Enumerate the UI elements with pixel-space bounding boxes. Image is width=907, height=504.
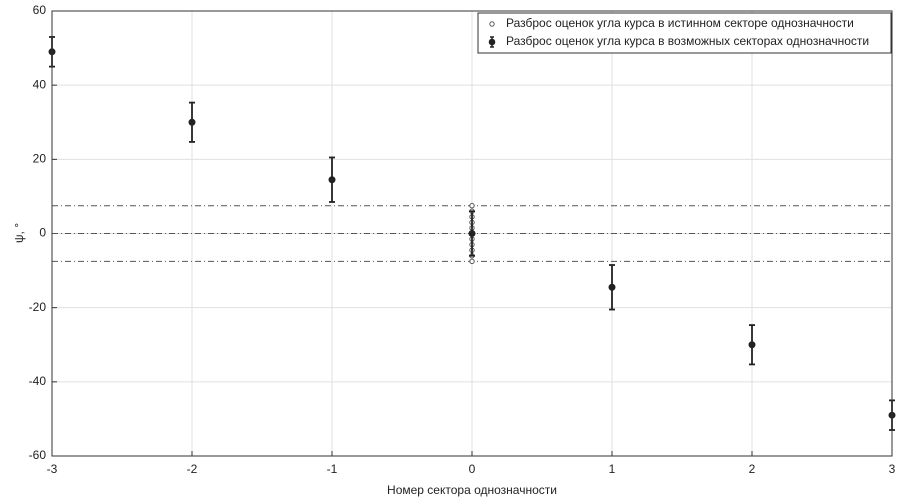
point xyxy=(468,230,476,237)
y-tick-label: -20 xyxy=(29,300,47,314)
y-tick-label: -40 xyxy=(29,374,47,388)
y-axis-label: ψ, ° xyxy=(12,223,26,243)
y-tick-label: 40 xyxy=(33,77,47,91)
point xyxy=(748,341,756,349)
legend-marker xyxy=(488,38,496,46)
x-tick-label: 2 xyxy=(749,462,756,476)
y-tick-label: 60 xyxy=(33,3,47,17)
x-tick-label: -3 xyxy=(47,462,58,476)
legend: Разброс оценок угла курса в истинном сек… xyxy=(477,12,892,54)
y-tick-label: 20 xyxy=(33,152,47,166)
point xyxy=(328,176,336,184)
point xyxy=(188,118,196,126)
x-tick-label: 1 xyxy=(609,462,616,476)
point xyxy=(469,258,475,265)
legend-label: Разброс оценок угла курса в возможных се… xyxy=(506,34,869,48)
y-tick-label: -60 xyxy=(29,448,47,462)
x-tick-label: -1 xyxy=(327,462,338,476)
x-tick-label: -2 xyxy=(187,462,198,476)
legend-label: Разброс оценок угла курса в истинном сек… xyxy=(506,16,854,30)
y-tick-label: 0 xyxy=(39,226,46,240)
legend-marker xyxy=(489,21,495,27)
plot-frame xyxy=(51,10,893,457)
point xyxy=(608,283,616,291)
x-axis-label: Номер сектора однозначности xyxy=(387,483,557,497)
x-tick-label: 0 xyxy=(469,462,476,476)
point xyxy=(469,202,475,209)
x-tick-label: 3 xyxy=(889,462,896,476)
legend-box xyxy=(477,12,892,54)
